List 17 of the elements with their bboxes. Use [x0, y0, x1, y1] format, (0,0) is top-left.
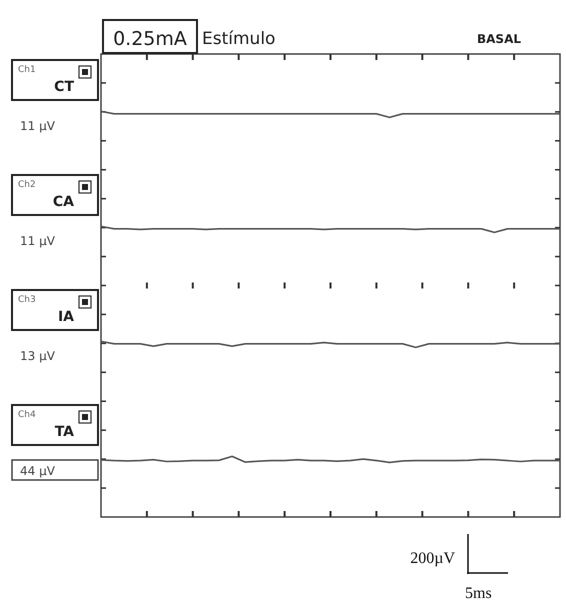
text: CA	[52, 194, 74, 210]
text: 44 µV	[20, 464, 56, 478]
text: Ch1	[18, 65, 36, 75]
text: 13 µV	[20, 349, 56, 363]
text: CT	[54, 79, 74, 95]
text: IA	[58, 309, 74, 325]
text: 11 µV	[20, 119, 56, 133]
text: 0.25mA	[113, 28, 187, 50]
text: Ch3	[18, 295, 36, 305]
text: Ch4	[18, 410, 36, 420]
text: 5ms	[465, 585, 492, 602]
text: Ch2	[18, 180, 36, 190]
text: BASAL	[477, 32, 522, 46]
text: Estímulo	[202, 29, 276, 49]
text: TA	[54, 424, 74, 440]
text: 200µV	[410, 550, 456, 567]
text: 11 µV	[20, 234, 56, 248]
